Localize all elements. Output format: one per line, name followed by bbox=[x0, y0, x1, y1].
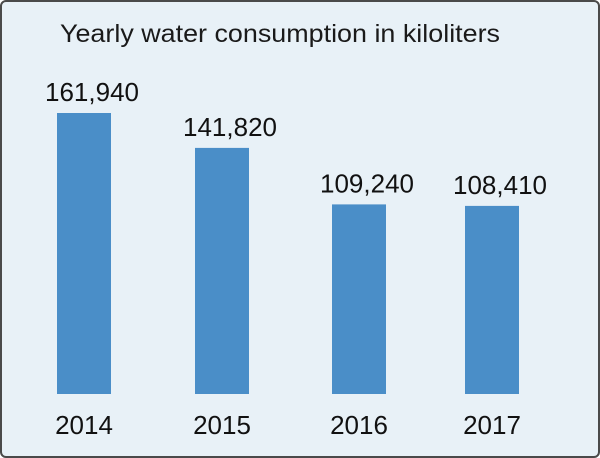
bar-2015 bbox=[195, 147, 249, 394]
value-label-2016: 109,240 bbox=[320, 168, 414, 198]
category-label-2017: 2017 bbox=[463, 410, 521, 440]
category-label-2014: 2014 bbox=[55, 410, 113, 440]
value-label-2014: 161,940 bbox=[45, 77, 139, 107]
value-label-2017: 108,410 bbox=[453, 170, 547, 200]
category-label-2015: 2015 bbox=[193, 410, 251, 440]
chart-title: Yearly water consumption in kiloliters bbox=[60, 20, 500, 48]
value-label-2015: 141,820 bbox=[183, 112, 277, 142]
bar-2014 bbox=[57, 113, 111, 394]
bars-group bbox=[57, 113, 519, 394]
value-labels-group: 161,940 141,820 109,240 108,410 bbox=[45, 77, 547, 200]
category-labels-group: 2014 2015 2016 2017 bbox=[55, 410, 521, 440]
bar-2017 bbox=[465, 205, 519, 394]
bar-2016 bbox=[332, 204, 386, 394]
category-label-2016: 2016 bbox=[330, 410, 388, 440]
